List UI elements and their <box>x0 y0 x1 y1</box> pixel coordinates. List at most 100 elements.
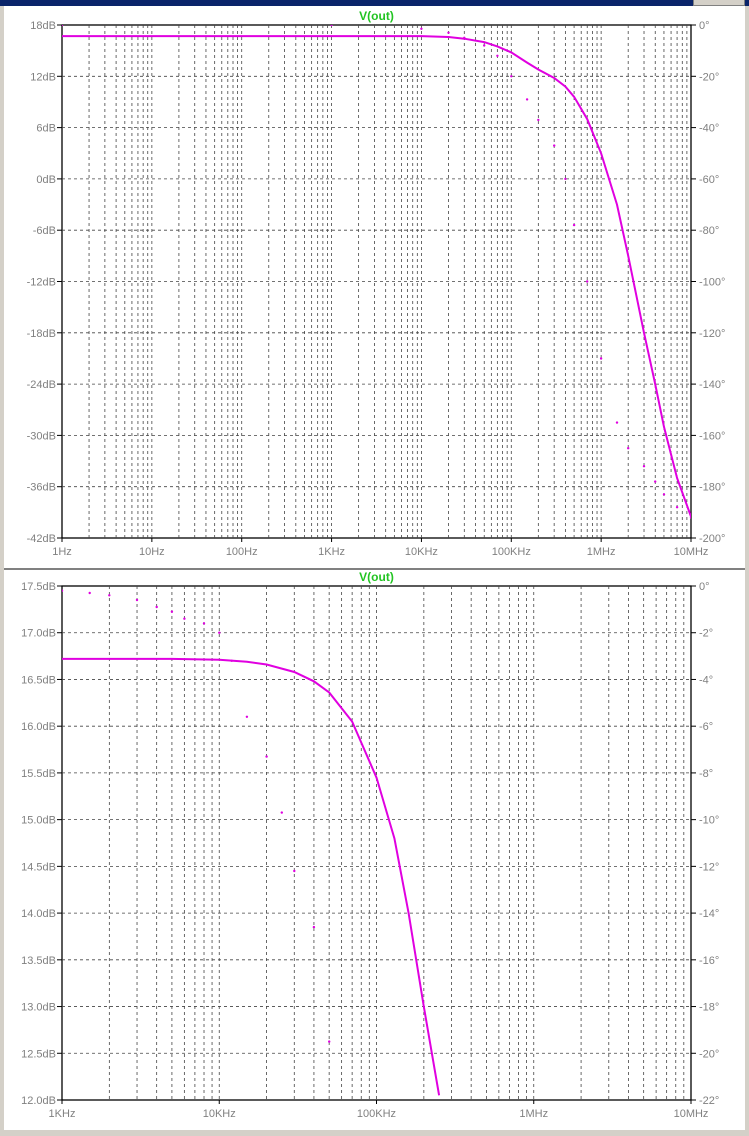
plot-frame <box>61 585 692 1101</box>
phase-point <box>183 617 186 620</box>
phase-point <box>88 591 91 595</box>
phase-point <box>62 25 64 27</box>
y-left-tick-label: 15.0dB <box>21 815 56 827</box>
y-right-tick-label: -4° <box>699 674 713 686</box>
y-right-tick-label: -10° <box>699 815 719 827</box>
y-left-tick-label: -42dB <box>27 533 56 545</box>
phase-point <box>483 44 486 47</box>
phase-point <box>572 223 576 227</box>
y-right-tick-label: -40° <box>699 123 719 135</box>
x-tick-label: 1MHz <box>587 546 616 558</box>
y-left-tick-label: 18dB <box>30 20 56 32</box>
x-tick-label: 1Hz <box>52 546 72 558</box>
y-right-tick-label: -18° <box>699 1002 719 1014</box>
phase-point <box>293 869 296 873</box>
phase-point <box>330 25 333 27</box>
phase-point <box>108 594 111 597</box>
phase-point <box>328 1040 331 1043</box>
y-right-tick-label: -160° <box>699 430 725 442</box>
y-right-tick-label: -120° <box>699 328 725 340</box>
y-left-tick-label: 13.5dB <box>21 955 56 967</box>
phase-point <box>447 31 450 34</box>
y-left-tick-label: 16.5dB <box>21 674 56 686</box>
y-left-tick-label: -24dB <box>27 379 56 391</box>
phase-point <box>689 516 691 519</box>
x-tick-label: 100KHz <box>357 1108 396 1120</box>
y-right-tick-label: -8° <box>699 768 713 780</box>
y-left-tick-label: 14.0dB <box>21 908 56 920</box>
y-left-tick-label: -6dB <box>33 225 56 237</box>
phase-point <box>463 36 466 39</box>
y-left-tick-label: 15.5dB <box>21 768 56 780</box>
y-right-tick-label: -2° <box>699 628 713 640</box>
bode-plot-bottom: 17.5dB 17.0dB 16.5dB 16.0dB 15.5dB 15.0dB 14.5… <box>21 570 719 1120</box>
y-right-tick-label: 0° <box>699 581 710 593</box>
y-left-tick-label: 17.0dB <box>21 628 56 640</box>
x-tick-label: 100Hz <box>226 546 258 558</box>
phase-point <box>245 715 249 718</box>
y-right-tick-label: -60° <box>699 174 719 186</box>
y-left-tick-label: 12.0dB <box>21 1095 56 1107</box>
phase-point <box>599 357 603 360</box>
phase-point <box>662 493 666 496</box>
phase-point <box>654 480 657 483</box>
window-controls[interactable] <box>693 0 745 6</box>
phase-point <box>675 506 679 509</box>
y-right-tick-label: -16° <box>699 955 719 967</box>
x-tick-label: 100KHz <box>492 546 531 558</box>
y-left-tick-label: 0dB <box>36 174 56 186</box>
phase-point <box>627 447 630 450</box>
y-left-tick-label: -12dB <box>27 277 56 289</box>
y-right-tick-label: -6° <box>699 721 713 733</box>
y-right-tick-label: -12° <box>699 861 719 873</box>
y-left-tick-label: 14.5dB <box>21 861 56 873</box>
plot-pane-top[interactable]: 18dB 12dB 6dB 0dB -6dB -12dB -18dB -24dB -30dB -3… <box>4 6 745 568</box>
chart-title: V(out) <box>359 570 394 584</box>
phase-point <box>170 610 174 613</box>
phase-point <box>564 177 567 181</box>
window-title-bar <box>0 0 749 6</box>
phase-point <box>312 925 316 929</box>
y-right-tick-label: -80° <box>699 225 719 237</box>
phase-point <box>280 811 283 814</box>
phase-point <box>525 98 529 101</box>
phase-point <box>615 421 619 424</box>
phase-point <box>586 280 589 283</box>
y-right-tick-label: -20° <box>699 1048 719 1060</box>
y-right-tick-label: -140° <box>699 379 725 391</box>
y-left-tick-label: 6dB <box>36 123 56 135</box>
y-left-tick-label: -18dB <box>27 328 56 340</box>
phase-point <box>230 659 233 662</box>
x-tick-label: 10KHz <box>203 1108 236 1120</box>
y-right-tick-label: -100° <box>699 277 725 289</box>
phase-point <box>218 631 221 634</box>
bode-plot-top: 18dB 12dB 6dB 0dB -6dB -12dB -18dB -24dB -30dB -3… <box>27 9 726 558</box>
phase-point <box>496 54 499 57</box>
y-right-tick-label: -14° <box>699 908 719 920</box>
y-left-tick-label: 12.5dB <box>21 1048 56 1060</box>
x-tick-label: 10MHz <box>674 546 709 558</box>
chart-title: V(out) <box>359 9 394 23</box>
y-right-tick-label: -200° <box>699 533 725 545</box>
magnitude-trace <box>62 657 441 1096</box>
x-tick-label: 1KHz <box>318 546 345 558</box>
magnitude-trace <box>62 35 691 517</box>
phase-point <box>553 144 556 147</box>
phase-point <box>135 598 139 602</box>
y-right-tick-label: -180° <box>699 482 725 494</box>
phase-point <box>202 622 206 625</box>
x-tick-label: 1KHz <box>49 1108 76 1120</box>
y-left-tick-label: -30dB <box>27 430 56 442</box>
y-left-tick-label: 17.5dB <box>21 581 56 593</box>
y-right-tick-label: 0° <box>699 20 710 32</box>
y-left-tick-label: -36dB <box>27 482 56 494</box>
plot-pane-bottom[interactable]: 17.5dB 17.0dB 16.5dB 16.0dB 15.5dB 15.0dB 14.5… <box>4 568 745 1132</box>
x-tick-label: 10KHz <box>405 546 438 558</box>
phase-point <box>537 118 540 122</box>
phase-point <box>155 605 158 609</box>
y-left-tick-label: 16.0dB <box>21 721 56 733</box>
phase-point <box>265 755 268 758</box>
status-strip <box>0 1130 749 1136</box>
x-tick-label: 10Hz <box>139 546 165 558</box>
x-tick-label: 1MHz <box>519 1108 548 1120</box>
